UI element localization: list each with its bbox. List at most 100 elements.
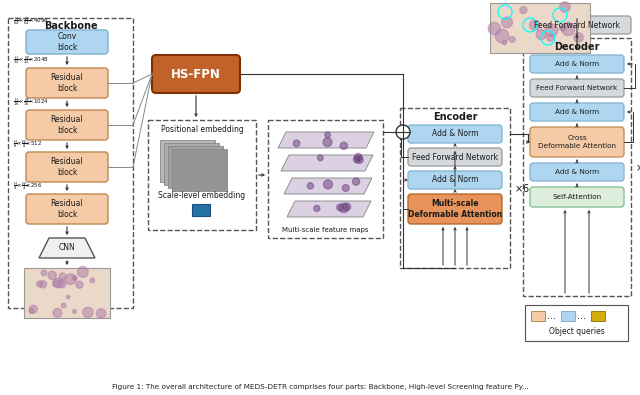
- Bar: [268, 120, 383, 238]
- Circle shape: [502, 17, 513, 28]
- FancyBboxPatch shape: [408, 148, 502, 166]
- Text: Multi-scale feature maps: Multi-scale feature maps: [282, 227, 369, 233]
- Text: CNN: CNN: [59, 243, 76, 252]
- Text: Residual
block: Residual block: [51, 157, 83, 177]
- Circle shape: [90, 278, 95, 282]
- Text: $\frac{H}{4}$$\times$$\frac{W}{4}$$\times$256: $\frac{H}{4}$$\times$$\frac{W}{4}$$\time…: [13, 180, 42, 192]
- Circle shape: [77, 267, 88, 277]
- Polygon shape: [284, 178, 372, 194]
- Text: Residual
block: Residual block: [51, 199, 83, 219]
- Text: Cross
Deformable Attention: Cross Deformable Attention: [538, 135, 616, 149]
- Bar: [525, 305, 628, 341]
- Text: $\frac{H}{16}$$\times$$\frac{W}{16}$$\times$1024: $\frac{H}{16}$$\times$$\frac{W}{16}$$\ti…: [13, 96, 49, 108]
- Circle shape: [536, 30, 546, 40]
- Text: Residual
block: Residual block: [51, 115, 83, 135]
- FancyBboxPatch shape: [530, 103, 624, 121]
- Circle shape: [502, 40, 507, 45]
- Circle shape: [560, 25, 566, 31]
- Bar: [172, 149, 227, 191]
- Circle shape: [36, 281, 43, 287]
- Text: Scale-level embedding: Scale-level embedding: [159, 192, 246, 201]
- Circle shape: [342, 184, 349, 192]
- Circle shape: [488, 23, 500, 35]
- Text: Feed Forward Network: Feed Forward Network: [534, 21, 620, 30]
- FancyBboxPatch shape: [530, 79, 624, 97]
- Circle shape: [353, 156, 360, 163]
- Circle shape: [560, 2, 570, 12]
- FancyBboxPatch shape: [26, 68, 108, 98]
- Circle shape: [41, 270, 47, 276]
- Text: Object queries: Object queries: [548, 327, 604, 335]
- FancyBboxPatch shape: [530, 55, 624, 73]
- Text: Add & Norm: Add & Norm: [555, 169, 599, 175]
- Circle shape: [317, 155, 323, 161]
- Circle shape: [39, 281, 47, 288]
- Text: Add & Norm: Add & Norm: [555, 61, 599, 67]
- FancyBboxPatch shape: [530, 127, 624, 157]
- Polygon shape: [39, 238, 95, 258]
- Bar: [591, 311, 605, 321]
- Circle shape: [520, 6, 527, 13]
- Text: HS-FPN: HS-FPN: [171, 68, 221, 81]
- Bar: [168, 146, 223, 188]
- Circle shape: [573, 33, 583, 42]
- FancyBboxPatch shape: [408, 194, 502, 224]
- Circle shape: [29, 305, 37, 313]
- Bar: [164, 143, 219, 185]
- Circle shape: [97, 309, 106, 318]
- Circle shape: [52, 280, 60, 287]
- Circle shape: [529, 20, 540, 30]
- FancyBboxPatch shape: [408, 171, 502, 189]
- Circle shape: [323, 138, 332, 147]
- Text: Residual
block: Residual block: [51, 73, 83, 93]
- Circle shape: [340, 142, 348, 149]
- Text: $\times$6: $\times$6: [514, 182, 530, 194]
- Circle shape: [74, 277, 77, 280]
- Circle shape: [545, 24, 557, 36]
- Circle shape: [324, 132, 330, 138]
- Bar: [400, 108, 510, 268]
- Circle shape: [58, 280, 66, 288]
- Bar: [148, 120, 256, 230]
- Text: Add & Norm: Add & Norm: [432, 175, 478, 184]
- Text: Figure 1: The overall architecture of MEDS-DETR comprises four parts: Backbone, : Figure 1: The overall architecture of ME…: [111, 384, 529, 390]
- FancyBboxPatch shape: [26, 194, 108, 224]
- Polygon shape: [281, 155, 373, 171]
- Text: Decoder: Decoder: [554, 42, 600, 52]
- Circle shape: [509, 37, 515, 42]
- Circle shape: [547, 34, 554, 41]
- Text: Self-Attention: Self-Attention: [552, 194, 602, 200]
- Circle shape: [337, 204, 344, 211]
- Circle shape: [356, 156, 364, 164]
- Circle shape: [293, 140, 300, 147]
- Circle shape: [61, 303, 66, 308]
- Text: Multi-scale
Deformable Attention: Multi-scale Deformable Attention: [408, 199, 502, 219]
- Text: $\frac{H}{8}$$\times$$\frac{W}{8}$$\times$512: $\frac{H}{8}$$\times$$\frac{W}{8}$$\time…: [13, 138, 42, 150]
- Text: Positional embedding: Positional embedding: [161, 124, 243, 134]
- FancyBboxPatch shape: [26, 152, 108, 182]
- Text: Add & Norm: Add & Norm: [555, 109, 599, 115]
- Circle shape: [339, 203, 349, 213]
- Text: ...: ...: [547, 311, 556, 321]
- Bar: [192, 204, 210, 216]
- Circle shape: [83, 307, 93, 318]
- Circle shape: [53, 308, 62, 317]
- Text: $\times$6: $\times$6: [635, 161, 640, 173]
- Circle shape: [76, 281, 83, 288]
- Circle shape: [353, 178, 360, 185]
- Text: Add & Norm: Add & Norm: [432, 130, 478, 139]
- Circle shape: [396, 125, 410, 139]
- Bar: [8, 18, 133, 308]
- Text: $\frac{H}{64}$$\times$$\frac{W}{64}$$\times$4096: $\frac{H}{64}$$\times$$\frac{W}{64}$$\ti…: [13, 15, 49, 27]
- Circle shape: [72, 276, 77, 280]
- FancyBboxPatch shape: [530, 187, 624, 207]
- Text: ...: ...: [577, 311, 586, 321]
- Circle shape: [72, 310, 76, 313]
- Polygon shape: [287, 201, 371, 217]
- Circle shape: [29, 308, 34, 314]
- Circle shape: [59, 273, 66, 280]
- FancyBboxPatch shape: [408, 125, 502, 143]
- Text: Backbone: Backbone: [44, 21, 97, 31]
- Bar: [531, 311, 545, 321]
- FancyBboxPatch shape: [530, 163, 624, 181]
